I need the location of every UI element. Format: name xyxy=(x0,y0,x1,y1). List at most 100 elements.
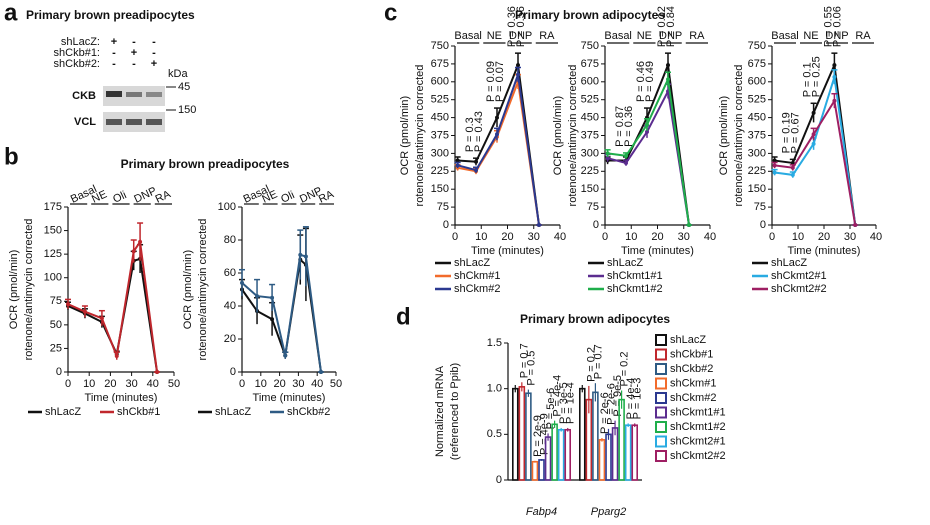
x-tick-label: 30 xyxy=(125,378,137,390)
legend-label: shCkmt1#1 xyxy=(670,406,726,418)
y-axis-label: rotenone/antimycin corrected xyxy=(197,219,209,361)
x-tick-label: 50 xyxy=(168,378,180,390)
p-value: P = 0.55 xyxy=(822,6,834,47)
legend-label: shCkm#2 xyxy=(670,392,716,404)
data-point xyxy=(516,63,520,68)
data-point xyxy=(298,252,303,257)
p-value: P = 0.25 xyxy=(811,56,823,97)
p-value: P = 0.07 xyxy=(494,61,506,102)
x-tick-label: 40 xyxy=(311,378,323,390)
x-tick-label: Pparg2 xyxy=(591,506,626,518)
bar xyxy=(525,392,532,481)
p-value: P = 0.87 xyxy=(614,106,626,147)
y-tick-label: 75 xyxy=(437,201,449,213)
p-value: P = 0.12 xyxy=(656,6,668,47)
data-point xyxy=(853,223,858,227)
y-tick-label: 225 xyxy=(748,165,766,177)
legend-swatch xyxy=(655,334,667,346)
data-point xyxy=(138,239,143,244)
y-tick-label: 750 xyxy=(431,40,449,52)
y-tick-label: 300 xyxy=(581,147,599,159)
blot-sign: + xyxy=(131,47,137,59)
data-point xyxy=(240,280,244,285)
data-point xyxy=(495,132,499,137)
x-tick-label: 10 xyxy=(625,231,637,243)
y-tick-label: 450 xyxy=(581,112,599,124)
phase-label: DNP xyxy=(825,30,848,42)
legend-label: shCkmt1#1 xyxy=(607,270,663,282)
panel-letter: d xyxy=(396,303,411,330)
phase-label: NE xyxy=(487,30,502,42)
phase-label: Oli xyxy=(111,189,128,206)
data-point xyxy=(270,295,275,300)
data-point xyxy=(811,132,816,137)
y-tick-label: 750 xyxy=(748,40,766,52)
data-point xyxy=(605,156,610,161)
y-tick-label: 150 xyxy=(44,224,62,236)
legend-swatch xyxy=(655,363,667,375)
bar xyxy=(511,387,519,481)
blot-band-label: CKB xyxy=(72,90,96,102)
y-tick-label: 25 xyxy=(50,342,62,354)
bar xyxy=(598,439,606,481)
y-tick-label: 225 xyxy=(431,165,449,177)
x-tick-label: Fabp4 xyxy=(526,506,557,518)
y-tick-label: 300 xyxy=(748,147,766,159)
x-axis-label: Time (minutes) xyxy=(85,392,158,404)
y-tick-label: 0 xyxy=(56,366,62,378)
y-tick-label: 0 xyxy=(443,219,449,231)
phase-label: Basal xyxy=(604,30,632,42)
data-point xyxy=(474,159,478,164)
legend-swatch xyxy=(655,421,667,433)
y-tick-label: 20 xyxy=(224,333,236,345)
data-point xyxy=(687,223,691,227)
y-tick-label: 600 xyxy=(431,76,449,88)
blot-sign: - xyxy=(152,47,156,59)
y-tick-label: 0.5 xyxy=(487,428,502,440)
y-axis-label: OCR (pmol/min) xyxy=(399,96,411,175)
y-tick-label: 1.5 xyxy=(487,337,502,349)
blot-sign: - xyxy=(132,58,136,70)
legend-label: shLacZ xyxy=(670,334,706,346)
legend-label: shLacZ xyxy=(215,406,251,418)
data-point xyxy=(99,316,104,321)
y-tick-label: 75 xyxy=(754,201,766,213)
p-value: P = 0.46 xyxy=(635,61,647,102)
x-axis-label: Time (minutes) xyxy=(253,392,326,404)
p-value: P = 4e-4 xyxy=(625,378,637,420)
y-tick-label: 750 xyxy=(581,40,599,52)
y-tick-label: 0 xyxy=(760,219,766,231)
x-tick-label: 30 xyxy=(528,231,540,243)
series-line xyxy=(457,77,540,226)
data-point xyxy=(811,141,816,146)
data-point xyxy=(645,122,649,127)
bar xyxy=(518,386,526,481)
data-point xyxy=(790,165,795,170)
blot-sign: - xyxy=(132,36,136,48)
legend-swatch xyxy=(655,450,667,462)
chart-title: Primary brown adipocytes xyxy=(520,312,670,326)
data-point xyxy=(114,353,119,358)
y-tick-label: 300 xyxy=(431,147,449,159)
phase-label: DNP xyxy=(659,30,682,42)
panel-letter: c xyxy=(384,0,397,26)
chart-title: Primary brown adipocytes xyxy=(515,8,665,22)
p-value: P = 2e-6 xyxy=(605,383,617,425)
bar xyxy=(592,391,599,481)
legend-swatch xyxy=(655,435,667,448)
blot-sign: - xyxy=(152,36,156,48)
data-point xyxy=(155,370,160,374)
data-point xyxy=(474,168,478,173)
y-tick-label: 175 xyxy=(44,201,62,213)
p-value: P = 9e-5 xyxy=(612,375,624,417)
data-point xyxy=(772,170,777,175)
p-value: P = 0.06 xyxy=(831,6,843,47)
x-tick-label: 40 xyxy=(704,231,716,243)
legend-swatch xyxy=(655,377,667,390)
p-value: P = 5e-6 xyxy=(545,388,557,430)
y-tick-label: 100 xyxy=(218,201,236,213)
y-tick-label: 450 xyxy=(431,112,449,124)
panel-letter: b xyxy=(4,143,19,170)
data-point xyxy=(283,353,288,358)
